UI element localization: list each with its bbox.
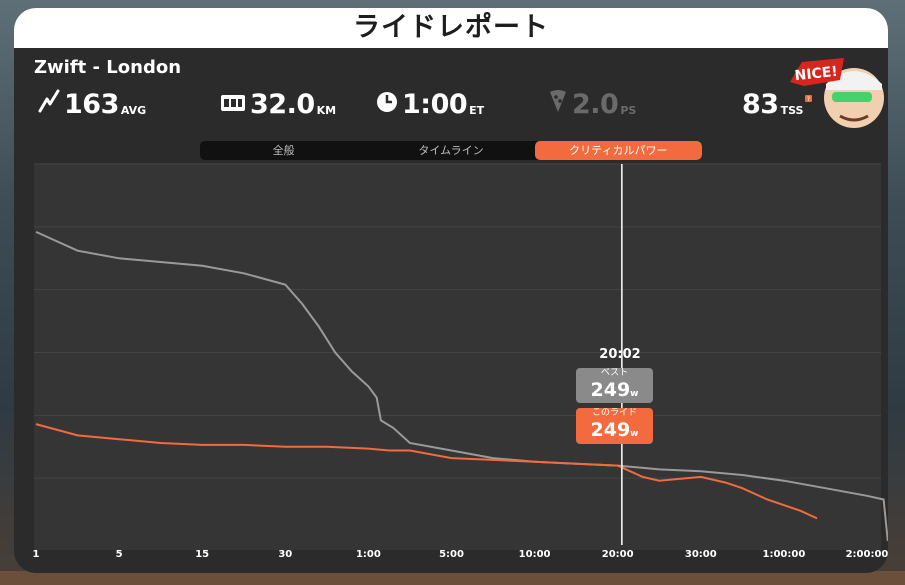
best-value: 249 xyxy=(590,379,631,401)
tooltip-ride-label: このライド xyxy=(591,408,637,418)
route-name: Zwift - London xyxy=(34,57,182,78)
svg-text:?: ? xyxy=(807,96,810,102)
nice-badge-text: NICE! xyxy=(794,64,839,84)
tooltip-best: ベスト 249w xyxy=(576,368,653,403)
x-tick-label: 2:00:00 xyxy=(845,549,888,560)
elapsed-value: 1:00 xyxy=(402,89,468,120)
series-line-1 xyxy=(35,423,818,520)
x-tick-label: 1 xyxy=(32,549,40,560)
tss-value: 83 xyxy=(742,89,779,120)
ride-stats: Zwift - London 163 AVG 32.0 KM 1:00 ET xyxy=(14,48,888,140)
report-tabs: 全般 タイムライン クリティカルパワー xyxy=(200,141,702,160)
odometer-icon xyxy=(220,93,246,117)
tooltip-ride: このライド 249w xyxy=(576,408,653,444)
chart-series xyxy=(35,230,888,542)
pizza-value: 2.0 xyxy=(572,89,619,120)
background-floor xyxy=(0,571,905,585)
x-tick-label: 20:00 xyxy=(601,549,634,560)
best-unit: w xyxy=(630,389,639,399)
elapsed-metric: 1:00 ET xyxy=(376,86,484,120)
chart-grid xyxy=(34,163,881,479)
pizza-unit: PS xyxy=(620,104,637,117)
tab-overview[interactable]: 全般 xyxy=(272,144,295,157)
nice-badge: NICE! xyxy=(784,54,888,138)
tooltip-best-value: 249w xyxy=(576,379,653,405)
panel-title: ライドレポート xyxy=(353,12,549,43)
tooltip-best-label: ベスト xyxy=(600,368,629,378)
tab-critical-power[interactable]: クリティカルパワー xyxy=(534,141,702,160)
x-tick-label: 1:00 xyxy=(355,549,381,560)
tss-metric: 83 TSS ? xyxy=(742,86,816,120)
pizza-icon xyxy=(548,89,568,117)
power-bolt-icon xyxy=(38,89,60,117)
chart-plot-area xyxy=(34,164,881,550)
avg-power-metric: 163 AVG xyxy=(38,86,146,120)
x-tick-label: 5:00 xyxy=(439,549,464,560)
ride-unit: w xyxy=(630,429,639,439)
clock-icon xyxy=(376,91,398,117)
tooltip-time: 20:02 xyxy=(599,347,641,362)
nice-avatar-icon: NICE! xyxy=(790,58,884,128)
avg-power-value: 163 xyxy=(64,89,119,120)
tss-unit: TSS xyxy=(780,104,804,117)
x-tick-label: 30:00 xyxy=(684,549,717,560)
tss-info-icon[interactable]: ? xyxy=(805,87,813,106)
distance-unit: KM xyxy=(316,104,337,117)
x-tick-label: 10:00 xyxy=(518,549,551,560)
x-axis-labels: 1 5 15 30 1:00 5:00 10:00 20:00 30:00 1:00:00 2:00… xyxy=(14,549,888,569)
distance-metric: 32.0 KM xyxy=(220,86,336,120)
ride-report-panel: ライドレポート Zwift - London 163 AVG 32.0 KM 1… xyxy=(14,8,888,573)
critical-power-chart xyxy=(34,163,888,545)
x-tick-label: 30 xyxy=(278,549,293,560)
x-tick-label: 15 xyxy=(195,549,210,560)
avg-power-unit: AVG xyxy=(120,104,147,117)
series-line-0 xyxy=(35,230,888,542)
distance-value: 32.0 xyxy=(250,89,315,120)
tab-timeline[interactable]: タイムライン xyxy=(418,144,484,157)
elapsed-unit: ET xyxy=(469,104,485,117)
tooltip-ride-value: 249w xyxy=(576,419,653,445)
x-tick-label: 5 xyxy=(115,549,123,560)
ride-value: 249 xyxy=(590,419,631,441)
pizza-metric: 2.0 PS xyxy=(548,86,636,120)
panel-header: ライドレポート xyxy=(14,8,888,48)
x-tick-label: 1:00:00 xyxy=(762,549,806,560)
